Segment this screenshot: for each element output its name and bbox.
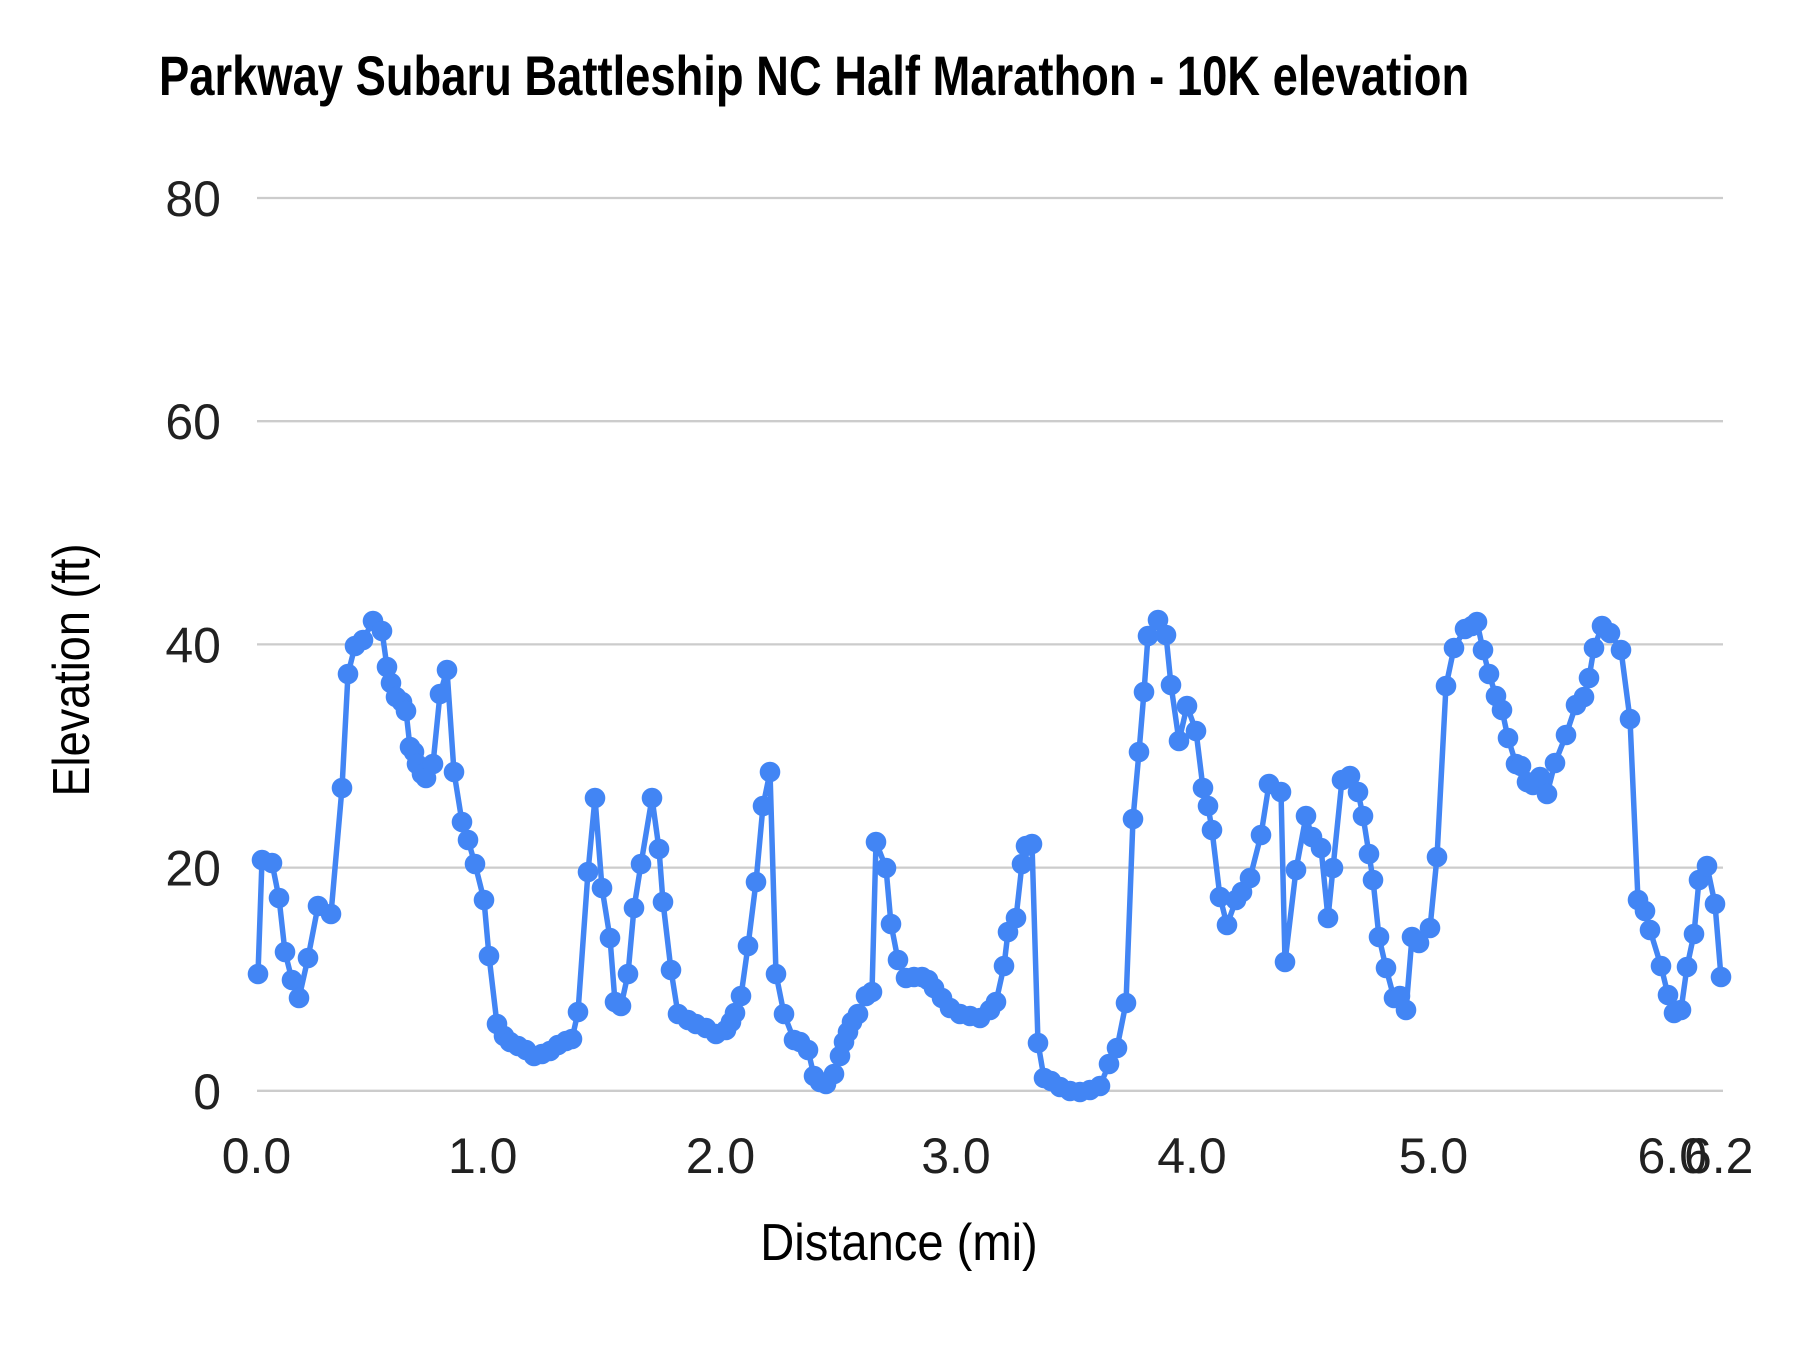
svg-text:20: 20 bbox=[165, 841, 221, 897]
svg-text:Distance (mi): Distance (mi) bbox=[760, 1213, 1037, 1272]
svg-text:6.0: 6.0 bbox=[1638, 1128, 1708, 1184]
svg-text:3.0: 3.0 bbox=[921, 1128, 991, 1184]
svg-text:60: 60 bbox=[165, 394, 221, 450]
svg-text:1.0: 1.0 bbox=[448, 1128, 518, 1184]
svg-text:2.0: 2.0 bbox=[686, 1128, 756, 1184]
svg-text:Parkway Subaru Battleship NC H: Parkway Subaru Battleship NC Half Marath… bbox=[159, 44, 1469, 107]
svg-text:80: 80 bbox=[165, 171, 221, 227]
svg-text:4.0: 4.0 bbox=[1157, 1128, 1227, 1184]
svg-text:0: 0 bbox=[193, 1064, 221, 1120]
svg-text:40: 40 bbox=[165, 617, 221, 673]
svg-text:6.2: 6.2 bbox=[1684, 1128, 1754, 1184]
svg-text:Elevation (ft): Elevation (ft) bbox=[43, 543, 101, 796]
svg-text:5.0: 5.0 bbox=[1399, 1128, 1469, 1184]
svg-text:0.0: 0.0 bbox=[222, 1128, 292, 1184]
